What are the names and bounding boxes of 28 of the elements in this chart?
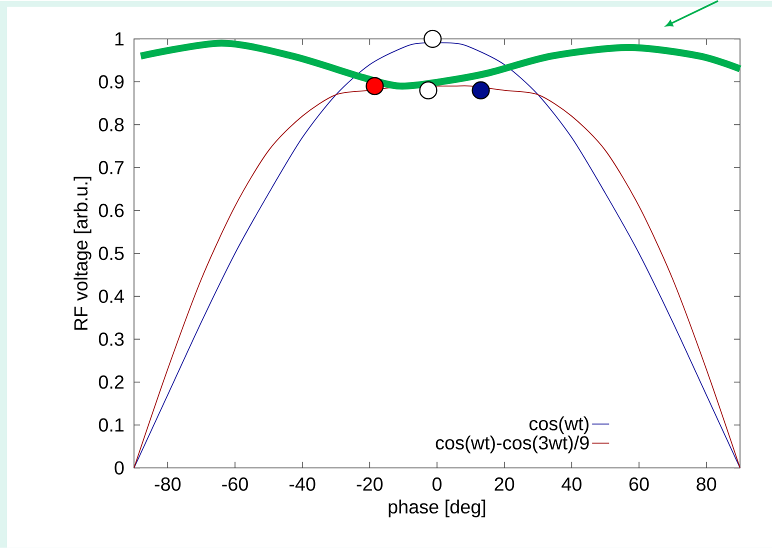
y-tick-label: 0.5 [98,246,124,260]
x-tick-label: -80 [154,477,181,491]
y-tick-label: 0.4 [98,290,124,304]
y-tick-label: 0.8 [98,118,124,132]
y-tick-label: 0.1 [98,418,124,432]
y-tick-label: 1 [115,32,124,46]
point [424,30,442,48]
legend-label: cos(wt)-cos(3wt)/9 [436,436,589,454]
x-tick-label: 40 [562,477,582,491]
x-tick-label: -40 [290,477,316,491]
legend-label: cos(wt) [529,416,588,434]
y-tick-label: 0.9 [98,75,124,89]
x-axis-title: phase [deg] [388,500,486,518]
x-tick-label: -20 [356,477,383,491]
x-tick-label: -60 [222,477,248,491]
point [366,77,384,96]
point [419,81,438,100]
x-tick-label: 0 [432,477,442,491]
x-tick-label: 80 [696,477,716,491]
y-tick-label: 0.6 [98,204,124,218]
x-tick-label: 60 [629,477,649,491]
y-tick-label: 0.3 [98,332,124,346]
x-tick-label: 20 [494,477,514,491]
y-tick-label: 0 [114,461,124,475]
y-tick-label: 0.2 [98,375,124,389]
point [472,81,490,100]
y-axis-title: RF voltage [arb.u.] [74,176,92,330]
y-tick-label: 0.7 [98,160,124,174]
